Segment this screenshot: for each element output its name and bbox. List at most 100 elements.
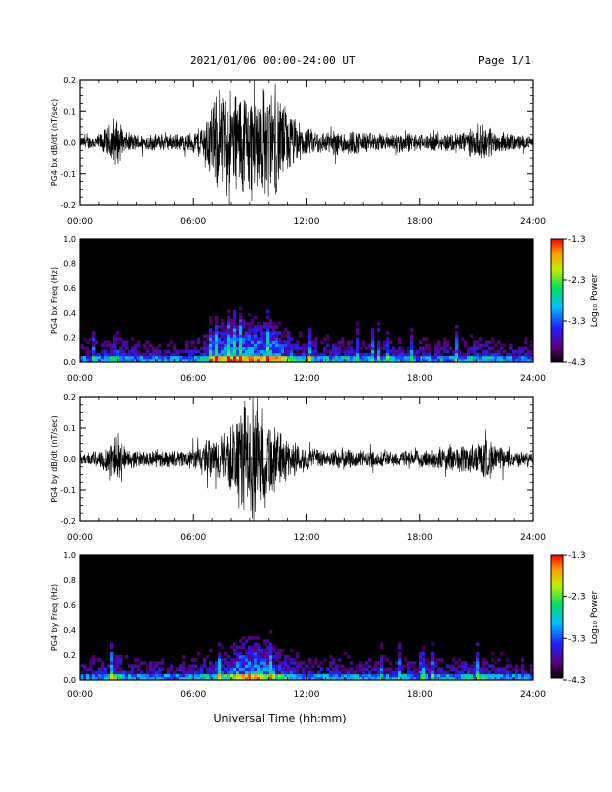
spectrogram-cell (353, 670, 357, 675)
spectrogram-cell (257, 328, 261, 332)
spectrogram-cell (479, 337, 483, 341)
spectrogram-cell (488, 349, 492, 354)
spectrogram-cell (269, 655, 273, 659)
spectrogram-cell (80, 343, 84, 348)
spectrogram-cell (293, 661, 297, 665)
spectrogram-cell (266, 340, 270, 344)
spectrogram-cell (176, 355, 180, 360)
spectrogram-cell (98, 352, 102, 357)
spectrogram-cell (86, 667, 90, 672)
spectrogram-cell (389, 349, 393, 354)
spectrogram-cell (221, 318, 225, 323)
spectrogram-cell (527, 673, 531, 678)
spectrogram-cell (251, 676, 255, 681)
spectrogram-cell (224, 673, 228, 678)
spectrogram-cell (161, 358, 165, 363)
spectrogram-cell (185, 667, 189, 672)
spectrogram-cell (518, 673, 522, 678)
spectrogram-cell (164, 355, 168, 360)
spectrogram-cell (479, 346, 483, 351)
spectrogram-cell (467, 346, 471, 351)
spectrogram-cell (179, 667, 183, 672)
spectrogram-cell (452, 664, 456, 668)
spectrogram-cell (236, 346, 240, 351)
spectrogram-cell (275, 358, 279, 363)
x-tick-label: 24:00 (520, 690, 546, 700)
spectrogram-cell (215, 325, 219, 329)
spectrogram-cell (227, 322, 231, 326)
spectrogram-cell (266, 334, 270, 338)
spectrogram-cell (245, 340, 249, 344)
spectrogram-cell (152, 352, 156, 357)
spectrogram-cell (110, 349, 114, 354)
spectrogram-cell (182, 661, 186, 665)
spectrogram-cell (374, 673, 378, 678)
spectrogram-cell (113, 658, 117, 662)
spectrogram-cell (107, 673, 111, 678)
spectrogram-cell (383, 358, 387, 363)
x-tick-label: 18:00 (407, 533, 433, 543)
spectrogram-cell (176, 358, 180, 363)
spectrogram-cell (164, 352, 168, 357)
spectrogram-cell (425, 667, 429, 672)
spectrogram-cell (215, 673, 219, 678)
spectrogram-cell (155, 673, 159, 678)
spectrogram-cell (209, 334, 213, 338)
spectrogram-cell (344, 358, 348, 363)
colorbar-label: Log₁₀ Power (590, 591, 600, 645)
spectrogram-cell (227, 315, 231, 320)
spectrogram-cell (323, 355, 327, 360)
spectrogram-cell (290, 355, 294, 360)
spectrogram-cell (407, 670, 411, 675)
spectrogram-cell (230, 645, 234, 650)
spectrogram-cell (446, 349, 450, 354)
spectrogram-cell (428, 346, 432, 351)
spectrogram-cell (134, 358, 138, 363)
spectrogram-cell (281, 331, 285, 335)
spectrogram-cell (239, 670, 243, 675)
spectrogram-cell (218, 642, 222, 647)
spectrogram-cell (503, 358, 507, 363)
spectrogram-cell (314, 673, 318, 678)
spectrogram-cell (347, 352, 351, 357)
spectrogram-cell (119, 352, 123, 357)
spectrogram-cell (227, 325, 231, 329)
spectrogram-cell (383, 352, 387, 357)
spectrogram-cell (371, 340, 375, 344)
spectrogram-cell (380, 673, 384, 678)
spectrogram-cell (281, 358, 285, 363)
spectrogram-cell (272, 346, 276, 351)
spectrogram-cell (206, 343, 210, 348)
spectrogram-cell (188, 676, 192, 681)
spectrogram-cell (425, 343, 429, 348)
spectrogram-cell (386, 670, 390, 675)
spectrogram-cell (260, 664, 264, 668)
spectrogram-cell (356, 352, 360, 357)
spectrogram-cell (149, 670, 153, 675)
y-tick-label: 0.6 (63, 601, 76, 610)
spectrogram-cell (509, 355, 513, 360)
spectrogram-cell (311, 676, 315, 681)
spectrogram-cell (476, 673, 480, 678)
spectrogram-cell (143, 673, 147, 678)
spectrogram-cell (179, 673, 183, 678)
spectrogram-cell (122, 352, 126, 357)
spectrogram-cell (434, 673, 438, 678)
spectrogram-cell (422, 346, 426, 351)
spectrogram-cell (212, 331, 216, 335)
spectrogram-cell (275, 676, 279, 681)
spectrogram-cell (245, 667, 249, 672)
spectrogram-cell (233, 343, 237, 348)
spectrogram-cell (254, 661, 258, 665)
spectrogram-cell (410, 355, 414, 360)
spectrogram-cell (233, 651, 237, 656)
spectrogram-cell (365, 358, 369, 363)
spectrogram-cell (332, 667, 336, 672)
spectrogram-cell (206, 349, 210, 354)
spectrogram-cell (116, 337, 120, 341)
spectrogram-background (80, 555, 533, 680)
spectrogram-cell (524, 355, 528, 360)
spectrogram-cell (374, 661, 378, 665)
spectrogram-cell (245, 358, 249, 363)
